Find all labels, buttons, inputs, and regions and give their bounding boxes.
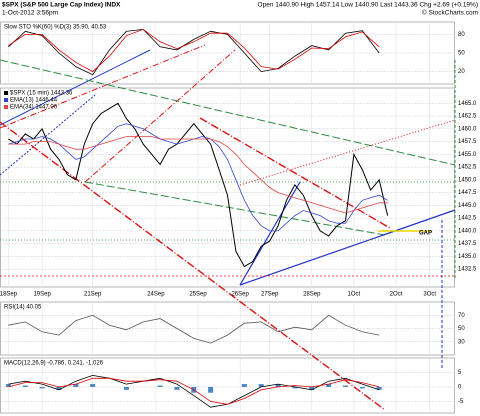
bar [39, 386, 45, 389]
bar [208, 386, 214, 393]
y-tick-label: 70 [458, 313, 465, 319]
bar [309, 386, 315, 390]
trend-line [0, 44, 206, 129]
credit: © StockCharts.com [422, 9, 478, 17]
y-tick-label: 0 [458, 385, 462, 391]
bar [241, 384, 247, 387]
trend-lines [0, 44, 456, 411]
trend-line [84, 181, 386, 236]
y-tick-label: 1440.0 [458, 228, 477, 234]
bar [157, 385, 163, 387]
bar [376, 386, 382, 390]
bar [326, 384, 332, 387]
legend-label: EMA(13) 1446.44 [10, 98, 58, 104]
bar [90, 384, 96, 387]
x-tick-label: 26Sep [231, 292, 249, 298]
y-tick-label: 1452.5 [458, 165, 477, 171]
panel-title: RSI(14) 40.05 [4, 305, 42, 311]
series-line [8, 377, 380, 405]
bar [275, 384, 281, 387]
y-tick-label: 20 [458, 69, 465, 75]
y-tick-label: 50 [458, 51, 465, 57]
quote: Open 1440.90 High 1457.14 Low 1440.90 La… [258, 2, 478, 9]
x-tick-label: 3Oct [423, 292, 436, 298]
y-tick-label: 1460.0 [458, 126, 477, 132]
symbol: $SPX (S&P 500 Large Cap Index) INDX [2, 2, 121, 9]
y-tick-label: 1455.0 [458, 152, 477, 158]
y-tick-label: 1457.5 [458, 139, 477, 145]
y-tick-label: 1447.5 [458, 190, 477, 196]
bar [123, 386, 129, 390]
y-tick-label: 1435.0 [458, 254, 477, 260]
bar [73, 384, 79, 387]
date: 1-Oct-2012 3:56pm [2, 10, 58, 17]
series-line [8, 123, 388, 232]
gap-label: GAP [419, 231, 432, 237]
y-tick-label: 1465.0 [458, 101, 477, 107]
bar [258, 384, 264, 387]
y-tick-label: 1432.5 [458, 267, 477, 273]
panel-title: MACD(12,26,9) -0.786, 0.241, -1.026 [4, 361, 104, 367]
bar [22, 385, 28, 387]
panel-title: Slow STO %K(60) %D(3) 35.90, 40.53 [4, 25, 107, 31]
x-tick-label: 2Oct [390, 292, 403, 298]
series-line [8, 102, 389, 268]
bar [56, 386, 62, 390]
bar [342, 385, 348, 387]
trend-line [84, 49, 236, 183]
x-tick-label: 19Sep [33, 292, 51, 298]
trend-line [0, 94, 96, 176]
y-tick-label: 1450.0 [458, 177, 477, 183]
panel [0, 301, 455, 356]
y-tick-label: 1442.5 [458, 216, 477, 222]
legend-swatch [4, 98, 8, 102]
panel [0, 87, 455, 288]
legend-swatch [4, 91, 8, 95]
y-tick-label: 1462.5 [458, 114, 477, 120]
legend-label: $SPX (15 min) 1443.36 [10, 91, 73, 97]
x-tick-label: 21Sep [84, 292, 102, 298]
legend-label: EMA(34) 1447.00 [10, 105, 58, 111]
series-line [8, 314, 380, 344]
y-tick-label: 50 [458, 326, 465, 332]
series-line [8, 136, 388, 214]
trend-line [0, 121, 386, 411]
panel [0, 21, 455, 85]
trend-line [239, 181, 301, 286]
bar [292, 386, 298, 389]
x-tick-label: 24Sep [147, 292, 165, 298]
x-tick-label: 25Sep [189, 292, 207, 298]
y-tick-label: 5 [458, 370, 462, 376]
series-line [8, 374, 380, 408]
bar [359, 386, 365, 389]
bar [5, 384, 11, 387]
y-tick-label: 1437.5 [458, 241, 477, 247]
bar [174, 386, 180, 390]
x-tick-label: 27Sep [261, 292, 279, 298]
trend-line [0, 49, 151, 126]
x-tick-label: 18Sep [0, 292, 18, 298]
y-tick-label: -5 [458, 399, 464, 405]
trend-line [239, 209, 456, 286]
x-tick-label: 28Sep [303, 292, 321, 298]
y-tick-label: 80 [458, 32, 465, 38]
legend-swatch [4, 105, 8, 109]
series-line [8, 28, 380, 76]
y-tick-label: 30 [458, 339, 465, 345]
x-tick-label: 1Oct [348, 292, 361, 298]
trend-line [199, 117, 391, 229]
trend-line [0, 59, 456, 166]
y-tick-label: 1445.0 [458, 203, 477, 209]
series-line [8, 28, 380, 73]
